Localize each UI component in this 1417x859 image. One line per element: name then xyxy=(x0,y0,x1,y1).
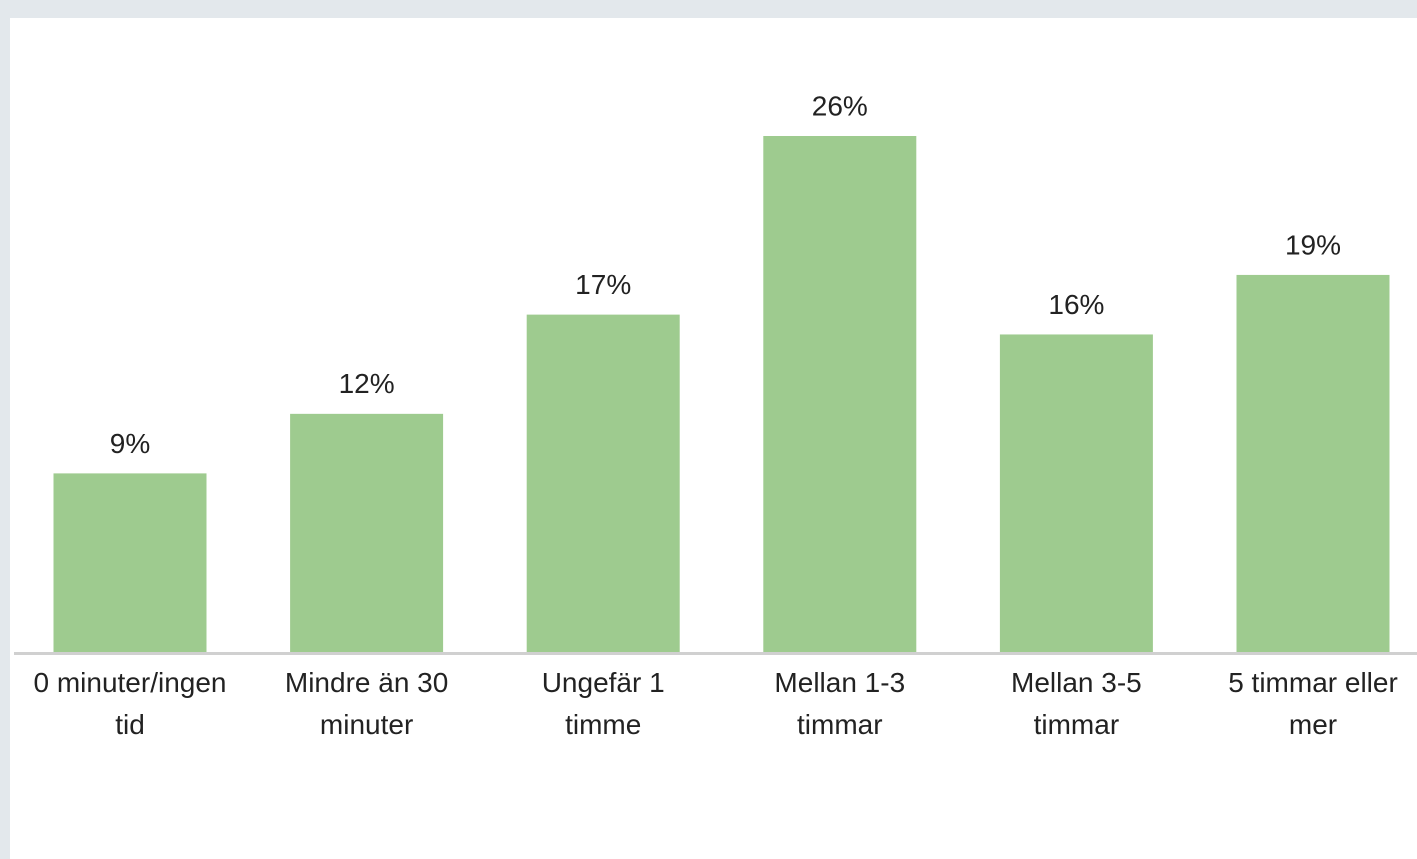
bar xyxy=(526,314,680,652)
bar xyxy=(763,136,917,652)
bar xyxy=(290,413,444,652)
data-label: 26% xyxy=(812,90,868,121)
x-tick-label: Mellan 3-5 timmar xyxy=(1011,667,1142,740)
bar xyxy=(999,334,1153,652)
x-tick-label: 5 timmar eller mer xyxy=(1228,667,1398,740)
data-label: 12% xyxy=(339,368,395,399)
bar xyxy=(53,473,207,652)
x-tick-label: 0 minuter/ingen tid xyxy=(33,667,227,740)
x-tick-label: Mindre än 30 minuter xyxy=(284,667,449,740)
data-label: 16% xyxy=(1048,289,1104,320)
bar xyxy=(1236,274,1390,652)
data-label: 19% xyxy=(1285,229,1341,260)
x-tick-label: Mellan 1-3 timmar xyxy=(774,667,906,740)
x-tick-label: Ungefär 1 timme xyxy=(541,667,665,740)
data-label: 9% xyxy=(110,428,150,459)
chart-panel xyxy=(10,18,1417,859)
data-label: 17% xyxy=(575,269,631,300)
